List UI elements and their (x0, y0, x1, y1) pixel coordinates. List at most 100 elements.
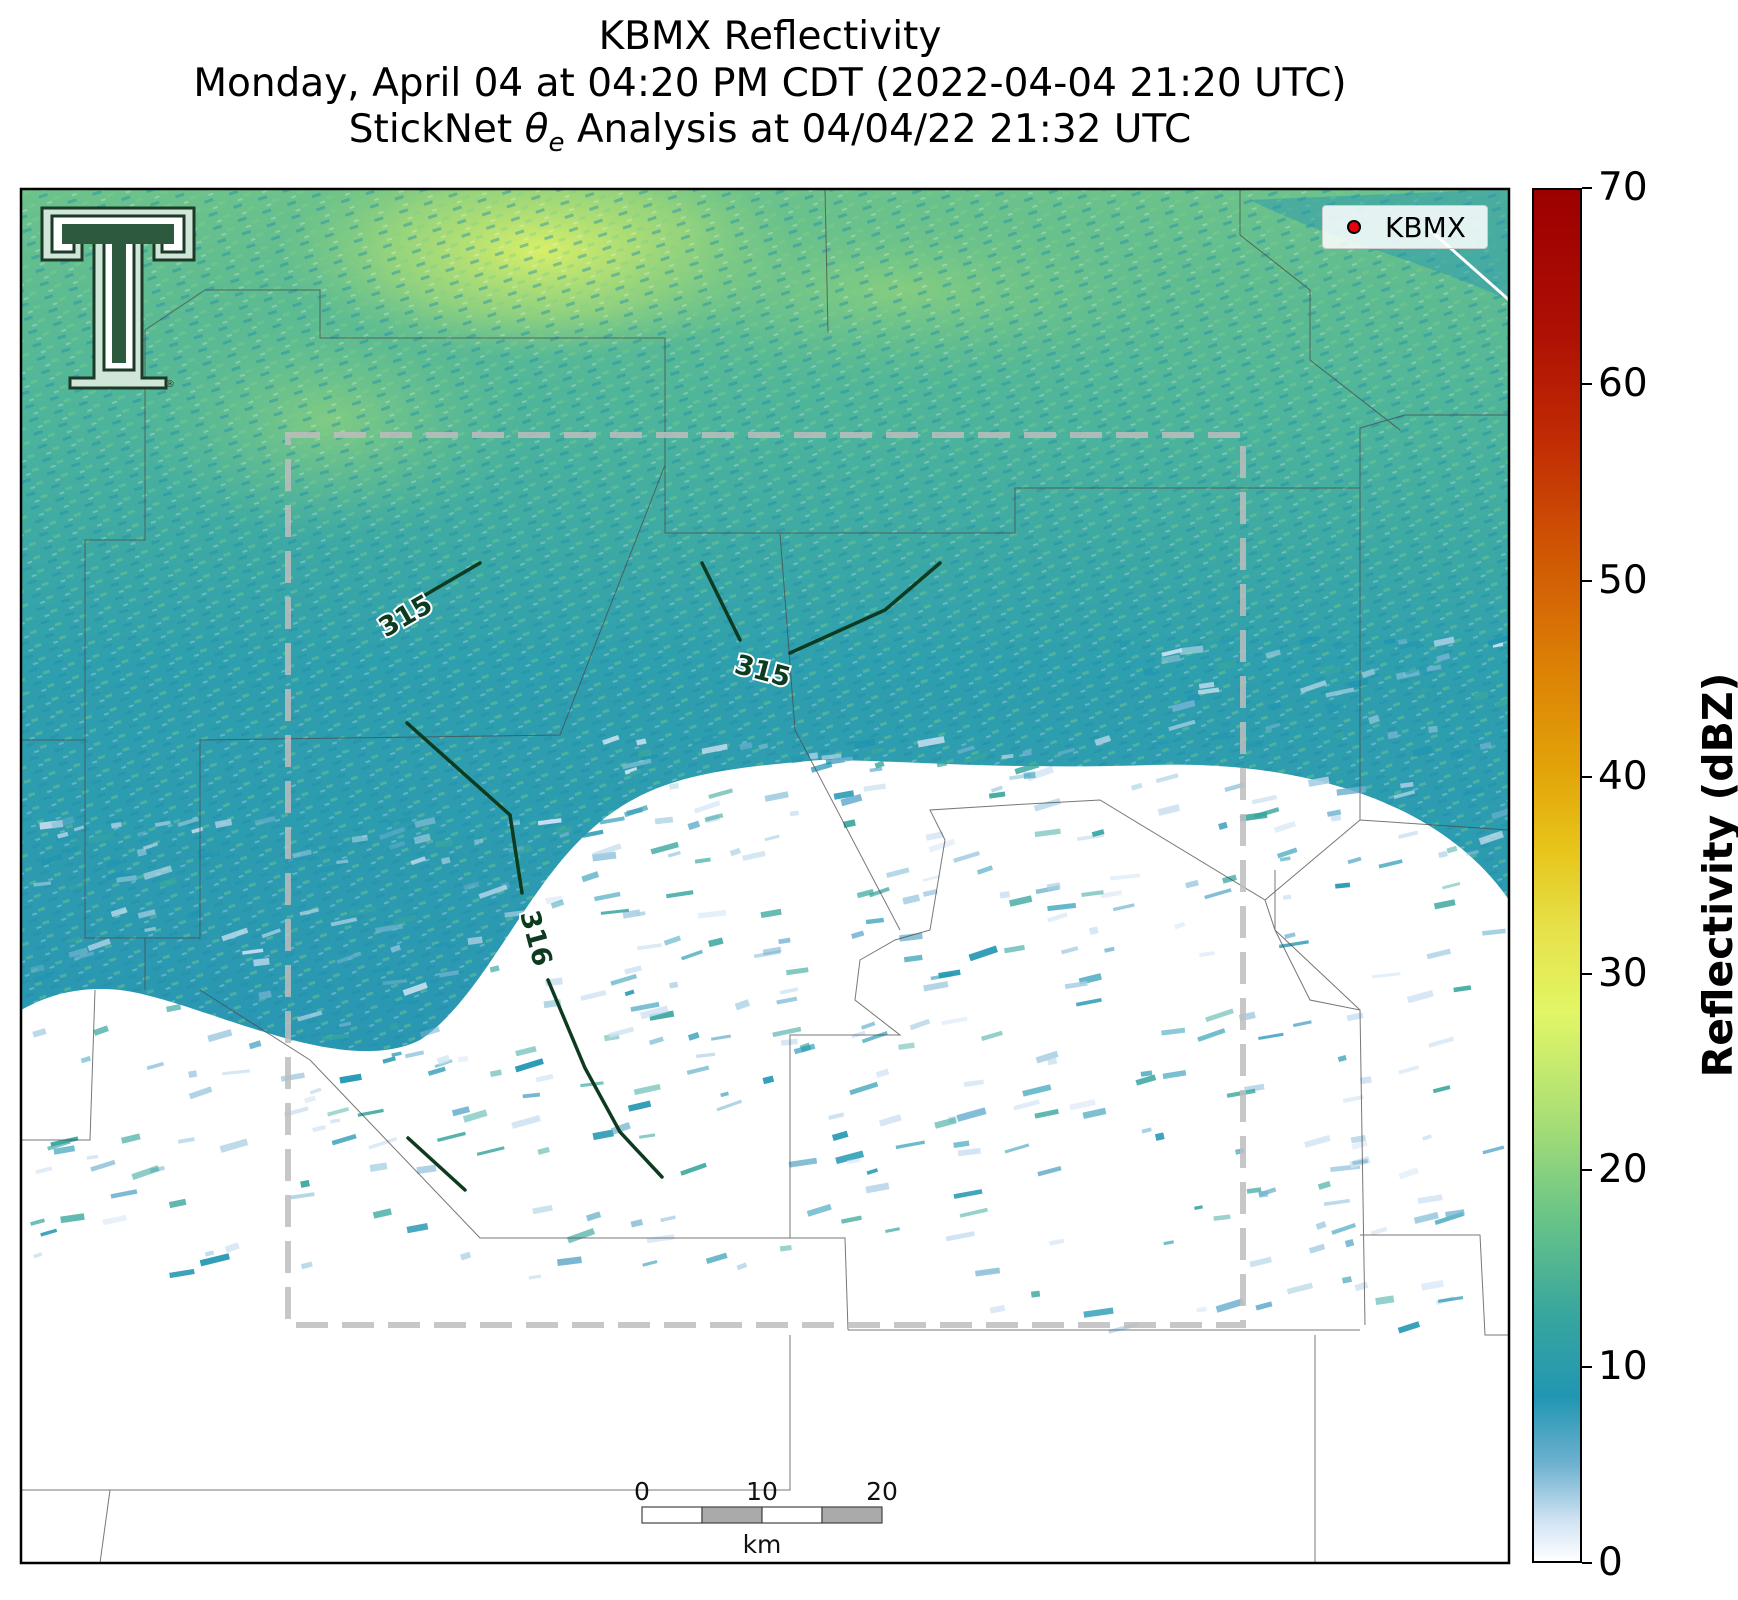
echo-cell (945, 1231, 975, 1242)
echo-cell (1292, 1020, 1312, 1028)
echo-cell (1348, 678, 1369, 689)
echo-cell (988, 791, 1006, 799)
echo-cell (436, 1054, 451, 1066)
echo-cell (221, 927, 249, 942)
echo-cell (331, 1133, 357, 1146)
echo-cell (1186, 693, 1201, 702)
echo-cell (705, 1252, 728, 1265)
echo-cell (1372, 972, 1401, 979)
echo-cell (1035, 1050, 1059, 1064)
echo-cell (875, 1068, 890, 1078)
echo-cell (636, 738, 647, 746)
echo-cell (1406, 989, 1434, 1004)
echo-cell (532, 1204, 553, 1215)
echo-cell (1284, 932, 1296, 939)
echo-cell (1446, 845, 1458, 854)
echo-cell (779, 987, 799, 995)
echo-cell (1046, 882, 1061, 891)
echo-cell (297, 1010, 323, 1022)
echo-cell (580, 990, 607, 1001)
echo-cell (640, 1005, 669, 1020)
echo-cell (1075, 998, 1102, 1007)
echo-cell (303, 1095, 316, 1104)
echo-cell (1308, 1243, 1326, 1254)
echo-cell (849, 1081, 879, 1096)
echo-cell (437, 1131, 466, 1142)
contour-315-east (700, 561, 942, 655)
echo-cell (1130, 782, 1143, 791)
echo-cell (336, 951, 362, 964)
echo-cell (339, 1073, 362, 1084)
echo-cell (351, 834, 368, 843)
echo-cell (254, 816, 276, 826)
echo-cell (648, 1036, 664, 1046)
echo-cell (667, 850, 681, 858)
echo-cell (630, 1218, 644, 1228)
echo-cell (922, 888, 938, 897)
colorbar-tick-label: 30 (1598, 950, 1648, 996)
logo-registered-mark: ® (165, 379, 175, 390)
echo-cell (1014, 762, 1040, 775)
echo-cell (668, 782, 680, 790)
echo-cell (934, 1117, 957, 1129)
echo-cell (1412, 745, 1433, 757)
echo-cell (640, 754, 659, 761)
echo-cell (785, 967, 809, 976)
colorbar-tick-mark (1582, 1365, 1592, 1368)
echo-cell (708, 937, 724, 948)
echo-cell (372, 1208, 392, 1219)
echo-cell (1069, 1099, 1096, 1111)
echo-cell (1326, 809, 1342, 817)
colorbar-tick-mark (1582, 383, 1592, 386)
echo-cell (610, 1122, 631, 1135)
echo-cell (1161, 648, 1183, 657)
echo-cell (514, 1058, 544, 1073)
echo-cell (976, 865, 994, 875)
echo-cell (610, 973, 638, 986)
echo-cell (248, 1040, 262, 1050)
echo-cell (382, 979, 408, 986)
echo-cell (545, 895, 563, 905)
echo-cell (435, 839, 453, 848)
echo-cell (1064, 980, 1088, 989)
map-frame (19, 187, 1511, 1565)
echo-cell (321, 864, 340, 873)
echo-cell (930, 972, 954, 981)
echo-cell (846, 1158, 861, 1164)
echo-cell (222, 1069, 250, 1076)
echo-cell (1494, 695, 1509, 708)
echo-cell (639, 1133, 656, 1139)
echo-cell (863, 783, 886, 792)
echo-cell (68, 880, 89, 891)
echo-cell (928, 838, 956, 853)
echo-cell (729, 847, 742, 857)
echo-cell (642, 1259, 658, 1267)
echo-cell (687, 1032, 700, 1041)
echo-cell (776, 996, 798, 1005)
echo-cell (753, 950, 781, 959)
echo-cell (1255, 1301, 1273, 1311)
analysis-prefix: StickNet (348, 107, 525, 152)
colorbar-tick-label: 50 (1598, 557, 1648, 603)
echo-cell (1453, 985, 1472, 993)
echo-cell (1330, 814, 1342, 822)
echo-cell (253, 957, 270, 967)
echo-cell (419, 1026, 441, 1038)
colorbar-tick-label: 40 (1598, 754, 1648, 800)
echo-cell (102, 1214, 128, 1226)
echo-cell (219, 1138, 249, 1153)
echo-cell (885, 1227, 901, 1234)
scale-tick-20: 20 (866, 1477, 898, 1506)
colorbar-title: Reflectivity (dBZ) (1694, 672, 1738, 1078)
echo-cell (1194, 1205, 1203, 1211)
echo-cell (1276, 847, 1298, 859)
echo-cell (861, 1031, 888, 1044)
scale-tick-0: 0 (634, 1477, 650, 1506)
echo-cell (1428, 725, 1438, 733)
echo-cell (300, 1179, 310, 1188)
echo-cell (989, 1304, 1006, 1314)
echo-cell (957, 745, 975, 755)
echo-cell (440, 856, 451, 865)
echo-cell (197, 850, 221, 860)
